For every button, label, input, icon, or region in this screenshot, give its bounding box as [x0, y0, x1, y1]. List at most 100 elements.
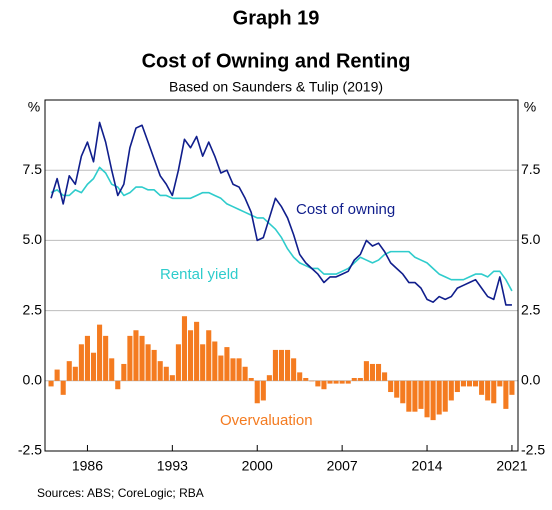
y-unit-right: % [524, 99, 536, 115]
bar [54, 369, 60, 381]
bar [436, 380, 442, 415]
bar [430, 380, 436, 421]
bar [327, 380, 333, 384]
bar [72, 366, 78, 381]
bar [363, 361, 369, 381]
y-tick-label-left: 7.5 [23, 161, 43, 177]
bar [424, 380, 430, 418]
bar [212, 341, 218, 381]
y-tick-label-left: 2.5 [23, 301, 43, 317]
bar [291, 358, 297, 381]
bar [333, 380, 339, 384]
x-tick-label: 2014 [411, 458, 442, 474]
bar [272, 349, 278, 381]
y-tick-label-right: -2.5 [521, 442, 545, 458]
bar [406, 380, 412, 412]
bar [133, 330, 139, 381]
source-note: Sources: ABS; CoreLogic; RBA [37, 486, 204, 500]
bar [84, 335, 90, 381]
bar [175, 344, 181, 381]
x-tick-label: 2021 [496, 458, 527, 474]
bar [248, 377, 254, 381]
bar [163, 366, 169, 381]
bar [266, 375, 272, 381]
bar [321, 380, 327, 390]
chart-note: Based on Saunders & Tulip (2019) [169, 79, 383, 95]
bar [66, 361, 72, 381]
line [50, 166, 513, 292]
y-tick-label-right: 7.5 [521, 161, 541, 177]
bar [121, 363, 127, 381]
bar [218, 355, 224, 381]
y-tick-label-right: 5.0 [521, 231, 541, 247]
bar [491, 380, 497, 404]
bar [400, 380, 406, 404]
bar [394, 380, 400, 398]
bar [109, 358, 115, 381]
bar [309, 380, 315, 382]
bar [509, 380, 515, 395]
series-label: Overvaluation [220, 412, 313, 429]
bar [242, 366, 248, 381]
bar [503, 380, 509, 409]
bar [479, 380, 485, 395]
bar [448, 380, 454, 401]
bar [145, 344, 151, 381]
bar [169, 375, 175, 381]
bar [187, 330, 194, 381]
bar [200, 344, 206, 381]
bar [315, 380, 321, 387]
bar [285, 349, 291, 381]
bar [260, 380, 266, 401]
bar [97, 324, 103, 381]
bar [473, 380, 479, 387]
bar [48, 380, 54, 387]
y-tick-label-right: 0.0 [521, 372, 541, 388]
bar [369, 363, 376, 381]
x-tick-label: 1986 [72, 458, 103, 474]
bar [230, 358, 236, 381]
series-label: Cost of owning [296, 201, 395, 218]
bar [157, 361, 163, 381]
bar [181, 316, 188, 381]
chart-title: Graph 19 [233, 7, 320, 29]
bar [194, 321, 200, 381]
x-tick-label: 2007 [327, 458, 358, 474]
bar [103, 335, 109, 381]
bar [224, 347, 230, 381]
bar [357, 377, 363, 381]
bar [418, 380, 424, 409]
bar [412, 380, 418, 412]
y-tick-label-right: 2.5 [521, 301, 541, 317]
bar [382, 372, 388, 381]
bar [388, 380, 394, 393]
bar [236, 358, 242, 381]
y-tick-label-left: 0.0 [23, 372, 43, 388]
bar [375, 363, 382, 381]
line [50, 121, 512, 306]
bar [60, 380, 66, 395]
bar [115, 380, 121, 390]
bar [254, 380, 260, 404]
bar [90, 352, 97, 381]
x-tick-label: 1993 [157, 458, 188, 474]
bar [460, 380, 466, 387]
bar [303, 377, 309, 381]
bar [442, 380, 448, 412]
chart-subtitle: Cost of Owning and Renting [142, 50, 411, 72]
bar [466, 380, 473, 387]
bar [297, 372, 303, 381]
bar [127, 335, 133, 381]
bar [206, 330, 212, 381]
bar [139, 335, 145, 381]
bar [151, 349, 157, 381]
bar [345, 380, 351, 384]
x-tick-label: 2000 [242, 458, 273, 474]
bar [351, 377, 357, 381]
bar [339, 380, 345, 384]
bar [278, 349, 285, 381]
plot-frame [44, 99, 519, 452]
bar [454, 380, 460, 393]
y-unit-left: % [28, 99, 40, 115]
bar [78, 344, 84, 381]
